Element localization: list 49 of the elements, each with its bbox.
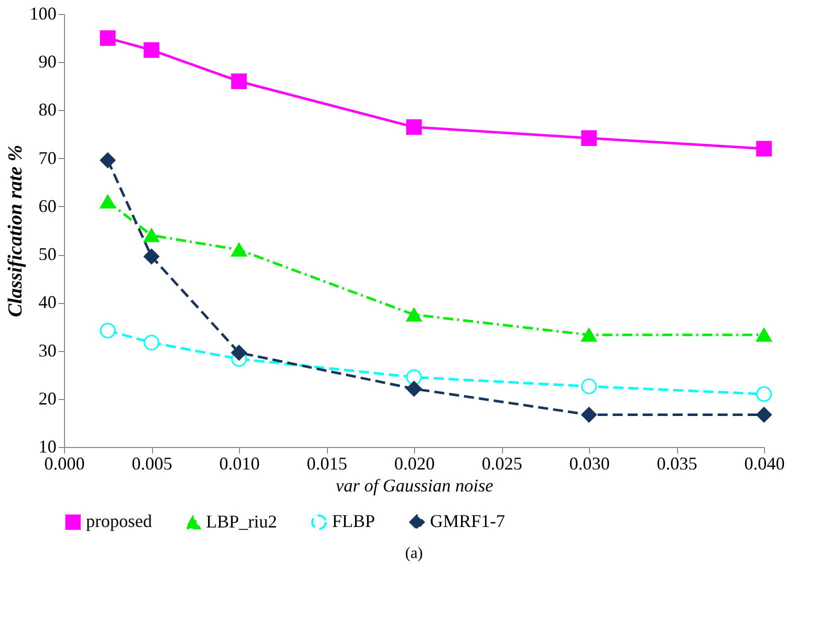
point	[100, 30, 116, 46]
point	[144, 42, 160, 58]
legend-label: proposed	[86, 511, 152, 532]
y-tick-label: 20	[38, 388, 56, 408]
point	[581, 378, 597, 394]
point	[406, 119, 422, 135]
y-tick-label: 30	[38, 340, 56, 360]
point	[144, 228, 160, 242]
y-axis-title: Classification rate %	[4, 144, 26, 318]
y-tick-label: 60	[38, 196, 56, 216]
y-tick-label: 40	[38, 292, 56, 312]
legend-label: GMRF1-7	[430, 511, 506, 532]
point	[406, 308, 422, 322]
x-tick-label: 0.020	[394, 454, 435, 474]
text: (a)	[405, 545, 423, 562]
y-tick-label: 80	[38, 100, 56, 120]
point	[756, 406, 772, 423]
point	[100, 152, 116, 168]
y-tick-label: 50	[38, 244, 56, 264]
x-tick-label: 0.000	[44, 454, 85, 474]
x-tick-label: 0.015	[306, 454, 348, 474]
point	[756, 386, 772, 402]
point	[231, 74, 247, 90]
point	[581, 406, 597, 423]
point	[406, 380, 422, 397]
point	[144, 334, 160, 350]
point	[231, 242, 247, 257]
point	[231, 344, 247, 361]
x-axis-title: var of Gaussian noise	[336, 476, 494, 496]
y-tick-label: 70	[38, 148, 56, 168]
y-tick-label: 90	[38, 52, 56, 72]
point	[144, 248, 160, 264]
legend-label: FLBP	[332, 511, 376, 532]
x-tick-label: 0.025	[482, 454, 522, 474]
x-tick-label: 0.035	[656, 454, 698, 474]
x-tick-label: 0.030	[569, 454, 610, 474]
y-tick-label: 10	[38, 436, 56, 456]
point	[100, 322, 116, 338]
y-tick-label: 100	[30, 4, 56, 24]
point	[756, 140, 772, 157]
point	[406, 369, 422, 386]
point	[581, 328, 597, 342]
legend-label: LBP_riu2	[206, 512, 278, 532]
point	[100, 194, 116, 209]
x-tick-label: 0.005	[132, 454, 172, 474]
x-tick-label: 0.010	[219, 454, 260, 474]
x-tick-label: 0.040	[744, 454, 785, 474]
point	[756, 328, 772, 342]
point	[581, 130, 597, 146]
